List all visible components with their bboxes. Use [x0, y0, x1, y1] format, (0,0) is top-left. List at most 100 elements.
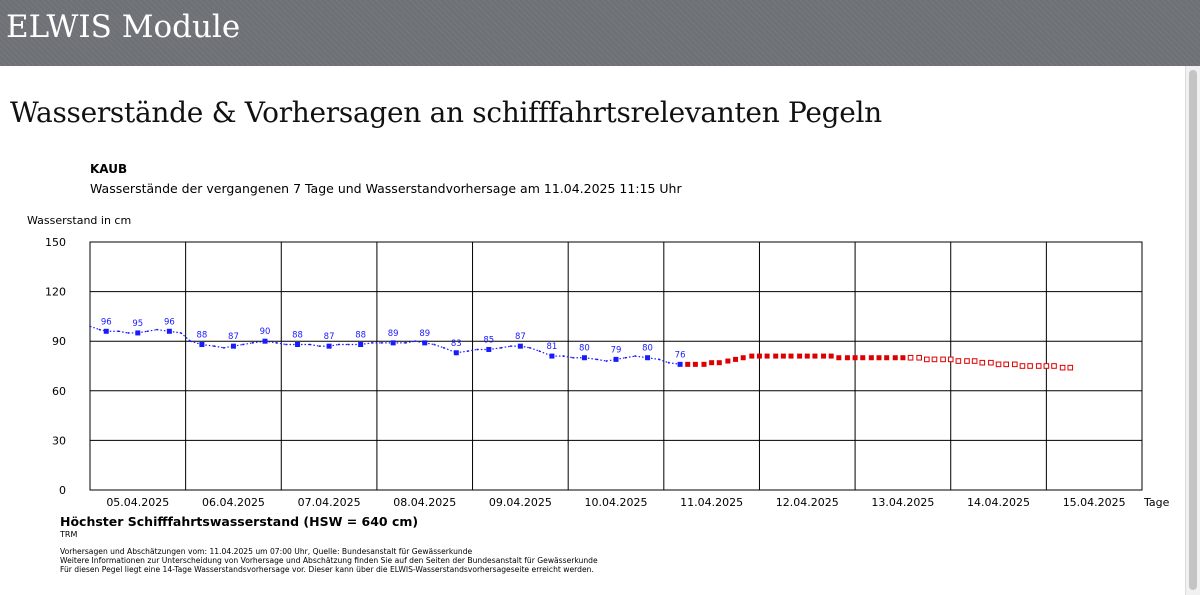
measured-point: [262, 338, 268, 344]
measured-dot: [98, 328, 101, 331]
measured-line-segment: [529, 347, 540, 352]
measured-line-segment: [137, 330, 148, 334]
measured-dot: [605, 360, 608, 362]
measured-dot: [179, 332, 182, 334]
measured-dot: [634, 355, 637, 357]
estimate-point: [924, 356, 930, 363]
x-tick-label: 09.04.2025: [489, 496, 552, 509]
measured-line-segment: [309, 343, 320, 347]
footnote: Weitere Informationen zur Unterscheidung…: [60, 556, 598, 565]
data-label: 88: [292, 331, 303, 341]
data-label: 89: [388, 329, 399, 339]
estimate-point: [1051, 363, 1057, 369]
forecast-point: [844, 355, 850, 361]
measured-line-segment: [214, 345, 224, 349]
measured-point: [422, 340, 428, 346]
estimate-point: [940, 356, 946, 363]
measured-dot: [127, 332, 130, 334]
forecast-point: [836, 355, 842, 361]
measured-dot: [404, 341, 407, 344]
scrollbar-thumb[interactable]: [1189, 70, 1197, 590]
measured-point: [103, 328, 109, 334]
measured-line-segment: [467, 348, 478, 352]
data-label: 87: [228, 332, 239, 342]
measured-dot: [189, 340, 192, 343]
estimate-point: [931, 356, 938, 363]
measured-dot: [529, 346, 531, 349]
forecast-point: [733, 356, 739, 362]
estimate-point: [995, 361, 1002, 368]
forecast-point: [892, 355, 898, 361]
forecast-point: [701, 361, 707, 367]
measured-dot: [318, 345, 321, 348]
measured-line-segment: [563, 355, 574, 359]
estimate-point: [1035, 363, 1042, 369]
measured-dot: [538, 350, 541, 353]
station-name: KAUB: [90, 162, 128, 176]
measured-dot: [146, 330, 149, 333]
forecast-point: [764, 353, 770, 359]
measured-point: [645, 355, 651, 361]
forecast-point: [868, 355, 874, 361]
measured-dot: [89, 325, 91, 328]
estimate-point: [916, 354, 922, 361]
app-title: ELWIS Module: [6, 9, 241, 45]
measured-dot: [380, 341, 383, 344]
data-label: 96: [101, 317, 112, 327]
data-label: 81: [547, 342, 558, 352]
data-label: 79: [611, 345, 622, 355]
estimate-point: [979, 359, 986, 366]
forecast-point: [685, 361, 691, 367]
estimate-point: [1059, 364, 1066, 371]
measured-point: [199, 342, 205, 348]
forecast-point: [804, 353, 810, 359]
data-label: 96: [164, 317, 175, 327]
measured-dot: [509, 345, 512, 348]
measured-dot: [572, 356, 574, 359]
data-label: 88: [355, 331, 366, 341]
forecast-point: [884, 355, 890, 361]
data-label: 83: [451, 339, 462, 349]
footnote: Für diesen Pegel liegt eine 14-Tage Wass…: [60, 565, 594, 574]
x-axis-label: Tage: [1143, 496, 1170, 509]
x-tick-label: 14.04.2025: [967, 496, 1030, 509]
estimate-point: [955, 358, 962, 364]
forecast-point: [797, 353, 803, 359]
forecast-point: [709, 360, 715, 366]
measured-dot: [275, 341, 278, 344]
x-tick-label: 15.04.2025: [1063, 496, 1126, 509]
measured-line-segment: [118, 330, 129, 334]
measured-point: [613, 356, 619, 362]
measured-point: [358, 342, 364, 348]
estimate-point: [947, 356, 954, 363]
estimate-point: [971, 358, 978, 364]
data-label: 87: [515, 332, 526, 342]
estimate-point: [988, 359, 994, 366]
forecast-point: [716, 360, 722, 366]
measured-dot: [347, 343, 350, 346]
estimate-point: [1019, 363, 1026, 369]
hsw-label: Höchster Schifffahrtswasserstand (HSW = …: [60, 514, 419, 529]
estimate-point: [964, 358, 970, 364]
page-heading: Wasserstände & Vorhersagen an schifffahr…: [10, 96, 882, 129]
forecast-point: [852, 355, 858, 361]
measured-line-segment: [520, 345, 531, 349]
measured-dot: [466, 350, 469, 353]
measured-dot: [433, 343, 436, 346]
measured-point: [326, 343, 332, 349]
measured-dot: [309, 343, 311, 346]
measured-dot: [442, 346, 445, 349]
measured-dot: [117, 330, 120, 333]
measured-point: [486, 346, 492, 352]
forecast-point: [773, 353, 779, 359]
forecast-point: [828, 353, 834, 359]
estimate-point: [1027, 363, 1033, 369]
x-tick-label: 11.04.2025: [680, 496, 743, 509]
measured-point: [390, 340, 396, 346]
measured-dot: [285, 343, 287, 346]
forecast-point: [749, 353, 755, 359]
measured-dot: [595, 358, 598, 361]
measured-dot: [624, 356, 627, 359]
measured-line-segment: [276, 342, 287, 346]
